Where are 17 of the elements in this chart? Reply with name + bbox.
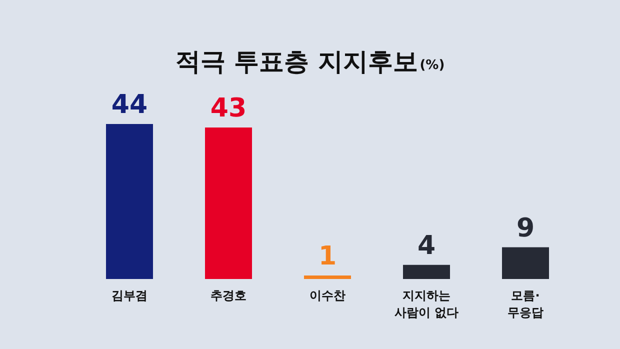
bar xyxy=(502,247,549,279)
data-label: 44 xyxy=(111,90,148,120)
y-axis-title: (%) xyxy=(420,58,445,73)
x-tick-label: 모름· 무응답 xyxy=(508,288,544,320)
bar xyxy=(403,264,450,279)
bar xyxy=(304,275,351,279)
x-tick-label: 추경호 xyxy=(210,288,246,302)
chart-title: 적극 투표층 지지후보 xyxy=(175,47,418,76)
data-label: 43 xyxy=(210,94,247,124)
x-tick-label: 김부겸 xyxy=(112,288,148,302)
bar xyxy=(205,128,252,279)
x-tick-label: 이수찬 xyxy=(310,288,346,302)
data-label: 9 xyxy=(516,213,535,244)
x-tick-label: 지지하는 사람이 없다 xyxy=(394,288,459,320)
data-label: 1 xyxy=(318,241,337,272)
data-label: 4 xyxy=(417,230,436,261)
bar xyxy=(106,124,153,279)
